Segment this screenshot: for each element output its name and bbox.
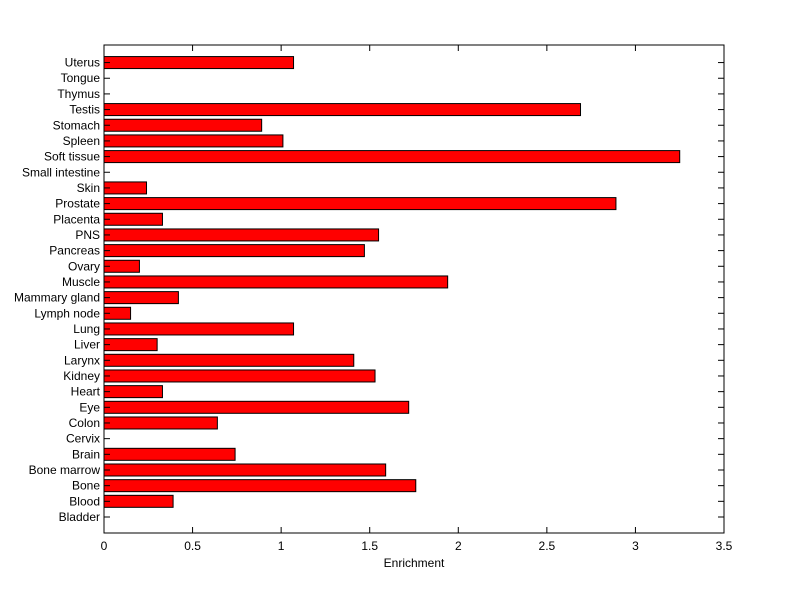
bar-stomach: [103, 118, 263, 132]
x-axis-label: Enrichment: [384, 556, 445, 570]
bar-brain: [103, 447, 236, 461]
y-tick-label-colon: Colon: [69, 416, 100, 430]
plot-frame: [103, 44, 725, 534]
bar-bone: [103, 479, 417, 493]
x-tick-label-3p5: 3.5: [716, 539, 733, 553]
bar-testis: [103, 103, 582, 117]
y-tick-label-liver: Liver: [74, 338, 100, 352]
bar-prostate: [103, 197, 617, 211]
bar-pns: [103, 228, 380, 242]
y-tick-label-muscle: Muscle: [62, 275, 100, 289]
y-tick-label-lymph-node: Lymph node: [34, 306, 100, 320]
y-tick-label-skin: Skin: [77, 181, 100, 195]
bar-spleen: [103, 134, 284, 148]
bar-liver: [103, 338, 158, 352]
y-tick-label-heart: Heart: [71, 385, 101, 399]
y-tick-label-eye: Eye: [79, 400, 100, 414]
bar-blood: [103, 494, 174, 508]
bar-skin: [103, 181, 148, 195]
bar-pancreas: [103, 244, 365, 258]
y-tick-label-bladder: Bladder: [59, 510, 100, 524]
y-tick-label-pancreas: Pancreas: [49, 244, 100, 258]
y-tick-label-ovary: Ovary: [68, 259, 100, 273]
y-tick-label-placenta: Placenta: [53, 212, 100, 226]
bar-larynx: [103, 353, 355, 367]
y-tick-label-larynx: Larynx: [64, 353, 100, 367]
y-tick-label-cervix: Cervix: [66, 432, 100, 446]
y-tick-label-blood: Blood: [69, 494, 100, 508]
y-tick-label-tongue: Tongue: [61, 71, 101, 85]
x-tick-label-0: 0: [101, 539, 108, 553]
bar-eye: [103, 400, 410, 414]
y-tick-label-lung: Lung: [73, 322, 100, 336]
bar-kidney: [103, 369, 376, 383]
y-tick-label-brain: Brain: [72, 447, 100, 461]
bar-heart: [103, 385, 163, 399]
bar-bone-marrow: [103, 463, 387, 477]
bar-lung: [103, 322, 295, 336]
bar-mammary-gland: [103, 291, 179, 305]
bar-colon: [103, 416, 218, 430]
x-tick-label-1: 1: [278, 539, 285, 553]
y-tick-label-mammary-gland: Mammary gland: [14, 291, 100, 305]
y-tick-label-pns: PNS: [75, 228, 100, 242]
bar-muscle: [103, 275, 449, 289]
y-tick-label-small-intestine: Small intestine: [22, 165, 100, 179]
y-tick-label-uterus: Uterus: [65, 56, 100, 70]
x-tick-label-1p5: 1.5: [361, 539, 378, 553]
y-tick-label-spleen: Spleen: [63, 134, 100, 148]
x-ticks-group: 0 0.5 1 1.5 2 2.5 3 3.5: [101, 45, 733, 553]
y-tick-label-prostate: Prostate: [55, 197, 100, 211]
y-tick-label-soft-tissue: Soft tissue: [44, 150, 100, 164]
bar-uterus: [103, 56, 295, 70]
y-tick-label-bone: Bone: [72, 479, 100, 493]
y-tick-label-testis: Testis: [69, 103, 100, 117]
bar-placenta: [103, 212, 163, 226]
x-tick-label-2p5: 2.5: [539, 539, 556, 553]
y-tick-label-bone-marrow: Bone marrow: [29, 463, 101, 477]
y-tick-label-stomach: Stomach: [53, 118, 100, 132]
x-tick-label-0p5: 0.5: [184, 539, 201, 553]
y-tick-label-kidney: Kidney: [63, 369, 100, 383]
bar-soft-tissue: [103, 150, 681, 164]
y-tick-label-thymus: Thymus: [57, 87, 100, 101]
x-tick-label-3: 3: [632, 539, 639, 553]
x-tick-label-2: 2: [455, 539, 462, 553]
